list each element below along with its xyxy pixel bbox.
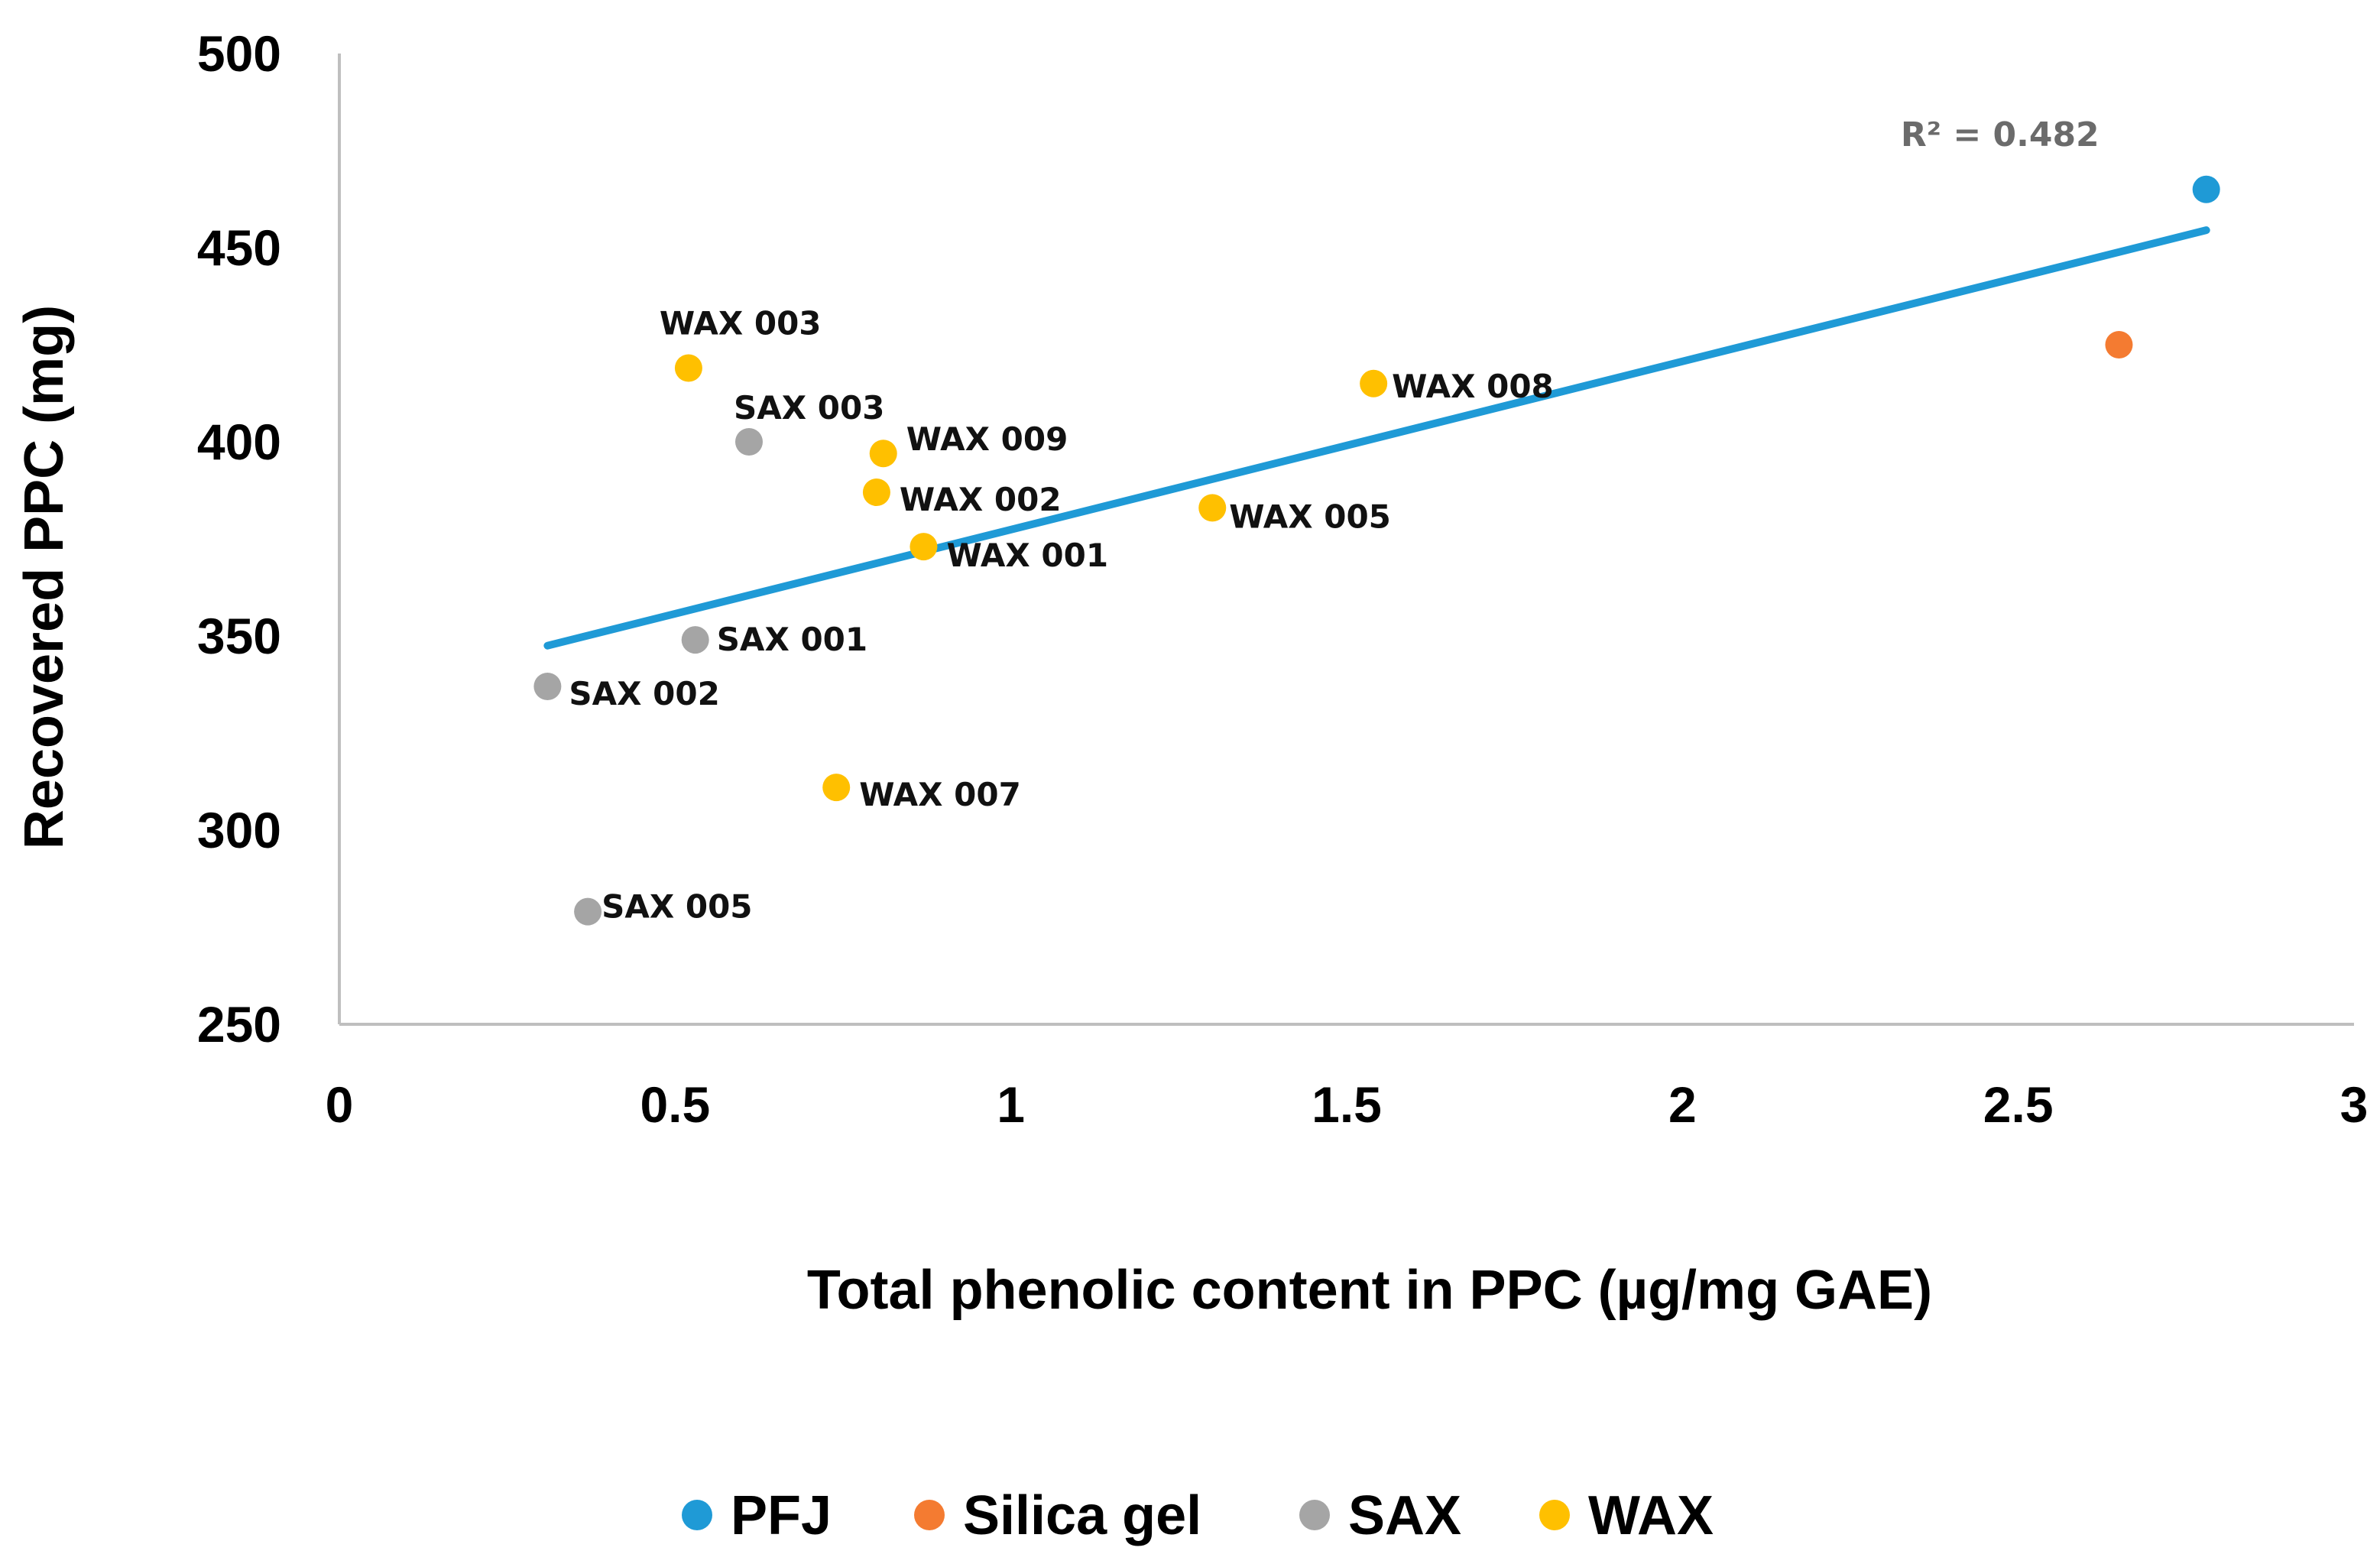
data-points: [533, 175, 2220, 926]
x-tick-label: 2.5: [1983, 1076, 2054, 1133]
point-wax: [674, 354, 702, 382]
point-label: SAX 002: [569, 675, 719, 712]
legend-marker-wax: [1539, 1500, 1570, 1530]
y-tick-label: 500: [197, 25, 281, 82]
point-sax: [533, 673, 562, 701]
point-wax: [1198, 494, 1227, 522]
point-label: WAX 005: [1229, 498, 1391, 535]
y-tick-labels: 250 300 350 400 450 500: [197, 25, 281, 1053]
point-label: SAX 003: [734, 389, 884, 427]
point-label: SAX 001: [717, 621, 867, 658]
point-labels: SAX 002 SAX 005 SAX 001 SAX 003 WAX 003 WAX 0…: [569, 304, 1553, 925]
r-squared-label: R² = 0.482: [1901, 115, 2100, 154]
legend-label: WAX: [1588, 1485, 1714, 1546]
point-wax: [869, 440, 897, 468]
point-pfj: [2192, 175, 2220, 203]
point-sax: [681, 626, 709, 654]
point-sax: [734, 428, 763, 456]
y-tick-label: 450: [197, 219, 281, 276]
legend-marker-sax: [1299, 1500, 1330, 1530]
legend-marker-silica-gel: [914, 1500, 945, 1530]
legend-marker-pfj: [682, 1500, 712, 1530]
point-label: WAX 009: [906, 420, 1068, 458]
trendline: [543, 226, 2210, 650]
y-tick-label: 400: [197, 414, 281, 470]
legend-label: PFJ: [731, 1485, 832, 1546]
legend-label: SAX: [1348, 1485, 1461, 1546]
legend: PFJ Silica gel SAX WAX: [682, 1485, 1714, 1546]
x-axis-title: Total phenolic content in PPC (µg/mg GAE…: [807, 1260, 1932, 1321]
point-wax: [1360, 369, 1388, 397]
legend-label: Silica gel: [963, 1485, 1201, 1546]
point-label: SAX 005: [601, 888, 752, 926]
point-label: WAX 001: [946, 537, 1108, 574]
point-sax: [574, 897, 602, 926]
x-tick-label: 0: [326, 1076, 354, 1133]
point-label: WAX 003: [660, 304, 822, 342]
point-label: WAX 007: [859, 776, 1021, 813]
point-label: WAX 008: [1392, 368, 1554, 405]
x-tick-label: 1.5: [1312, 1076, 1382, 1133]
x-tick-label: 3: [2340, 1076, 2369, 1133]
x-tick-label: 2: [1668, 1076, 1697, 1133]
y-tick-label: 350: [197, 608, 281, 664]
axes: [338, 54, 2354, 1026]
y-tick-label: 250: [197, 996, 281, 1053]
point-silica-gel: [2105, 331, 2133, 358]
y-tick-label: 300: [197, 802, 281, 858]
point-label: WAX 002: [900, 481, 1062, 518]
x-tick-labels: 0 0.5 1 1.5 2 2.5 3: [326, 1076, 2369, 1133]
point-wax: [862, 479, 890, 507]
point-wax: [822, 774, 851, 802]
x-tick-label: 0.5: [640, 1076, 710, 1133]
point-wax: [910, 533, 938, 561]
y-axis-title: Recovered PPC (mg): [14, 305, 75, 849]
x-tick-label: 1: [997, 1076, 1025, 1133]
